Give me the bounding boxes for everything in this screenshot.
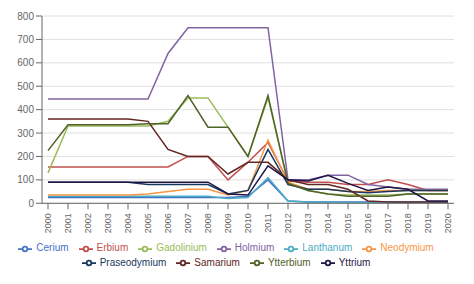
html-text:Neodymium: Neodymium	[380, 242, 434, 254]
html-text:Ytterbium: Ytterbium	[267, 256, 311, 268]
svg-text:2020: 2020	[443, 213, 453, 233]
svg-text:2013: 2013	[303, 213, 313, 233]
svg-text:2011: 2011	[263, 213, 273, 232]
svg-text:0: 0	[28, 198, 34, 209]
svg-text:600: 600	[17, 57, 34, 68]
svg-text:2019: 2019	[423, 213, 433, 233]
svg-text:300: 300	[17, 128, 34, 139]
svg-text:500: 500	[17, 81, 34, 92]
svg-text:2002: 2002	[83, 213, 93, 233]
html-text:Samarium: Samarium	[194, 256, 240, 268]
html-text:Praseodymium: Praseodymium	[99, 256, 167, 268]
svg-text:100: 100	[17, 174, 34, 185]
svg-text:700: 700	[17, 34, 34, 45]
html-text:Gadolinium: Gadolinium	[156, 242, 207, 254]
html-text:Lanthanum: Lanthanum	[302, 242, 353, 254]
svg-text:2015: 2015	[343, 213, 353, 233]
html-text:Cerium: Cerium	[36, 242, 69, 254]
html-text:Yttrium: Yttrium	[338, 256, 371, 268]
svg-text:2009: 2009	[223, 213, 233, 233]
svg-text:2012: 2012	[283, 213, 293, 233]
svg-text:2006: 2006	[163, 213, 173, 233]
svg-text:800: 800	[17, 11, 34, 22]
svg-text:2005: 2005	[143, 213, 153, 233]
svg-text:2010: 2010	[243, 213, 253, 233]
svg-text:200: 200	[17, 151, 34, 162]
svg-text:2007: 2007	[183, 213, 193, 233]
svg-text:2004: 2004	[123, 213, 133, 233]
svg-text:2016: 2016	[363, 213, 373, 233]
svg-text:2003: 2003	[103, 213, 113, 233]
svg-text:2001: 2001	[63, 213, 73, 233]
svg-text:2017: 2017	[383, 213, 393, 233]
svg-text:2008: 2008	[203, 213, 213, 233]
html-text:Erbium: Erbium	[96, 242, 129, 254]
html-text:Holmium: Holmium	[234, 242, 275, 254]
svg-text:2014: 2014	[323, 213, 333, 233]
svg-text:2018: 2018	[403, 213, 413, 233]
svg-text:400: 400	[17, 104, 34, 115]
svg-text:2000: 2000	[43, 213, 53, 233]
